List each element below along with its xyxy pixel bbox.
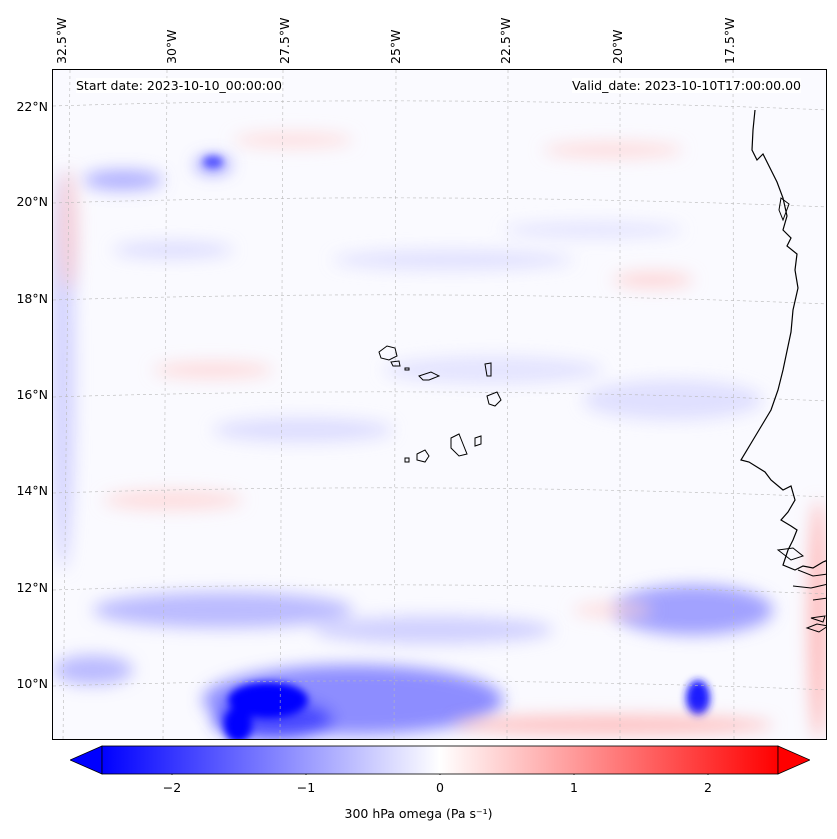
lat-label-18n: 18°N (16, 291, 48, 306)
colorbar-body (101, 745, 779, 775)
negative-omega-areas (53, 156, 773, 739)
island-maio (474, 435, 482, 447)
africa-coastline (740, 109, 826, 571)
colorbar (69, 745, 811, 778)
island-brava (404, 457, 410, 463)
colorbar-tick-1: 1 (570, 780, 578, 795)
colorbar-tick-neg1: −1 (296, 780, 316, 795)
lat-label-22n: 22°N (16, 99, 48, 114)
island-santo-antao (378, 345, 398, 361)
coastline-detail-6 (805, 623, 826, 633)
island-sal (484, 362, 492, 377)
lon-label-20w: 20°W (610, 29, 625, 64)
coastline-detail-4 (812, 597, 826, 601)
island-fogo (416, 449, 430, 463)
island-santiago (450, 433, 468, 457)
coastline-detail-3 (792, 583, 826, 589)
lon-label-32-5w: 32.5°W (54, 17, 69, 64)
colorbar-label: 300 hPa omega (Pa s⁻¹) (344, 806, 493, 821)
coastline-detail-1 (776, 547, 805, 561)
cape-verde-islands (378, 345, 502, 463)
coastline-detail-2 (797, 569, 826, 577)
lon-label-17-5w: 17.5°W (722, 17, 737, 64)
strong-negative-cores (203, 156, 710, 739)
island-sao-nicolau (418, 371, 441, 381)
valid-date-text: Valid_date: 2023-10-10T17:00:00.00 (571, 78, 801, 93)
start-date-text: Start date: 2023-10-10_00:00:00 (76, 78, 282, 93)
positive-omega-areas (58, 132, 826, 739)
colorbar-svg (69, 745, 811, 778)
lat-label-20n: 20°N (16, 194, 48, 209)
lat-label-16n: 16°N (16, 387, 48, 402)
colorbar-tick-0: 0 (436, 780, 444, 795)
coastline-detail-7 (778, 197, 790, 222)
lat-label-10n: 10°N (16, 676, 48, 691)
map-panel (52, 69, 827, 740)
coastline-detail-5 (810, 615, 826, 623)
lon-label-30w: 30°W (164, 29, 179, 64)
colorbar-extend-max (777, 745, 811, 775)
omega-field-map (53, 70, 826, 739)
colorbar-extend-min (69, 745, 103, 775)
lon-label-27-5w: 27.5°W (277, 17, 292, 64)
island-boa-vista (486, 391, 502, 407)
lat-label-14n: 14°N (16, 483, 48, 498)
island-santa-luzia (404, 367, 410, 371)
lat-label-12n: 12°N (16, 580, 48, 595)
colorbar-tick-neg2: −2 (162, 780, 182, 795)
colorbar-tick-2: 2 (704, 780, 712, 795)
lon-label-25w: 25°W (388, 29, 403, 64)
lon-label-22-5w: 22.5°W (498, 17, 513, 64)
island-sao-vicente (390, 360, 401, 367)
graticule (53, 70, 826, 739)
